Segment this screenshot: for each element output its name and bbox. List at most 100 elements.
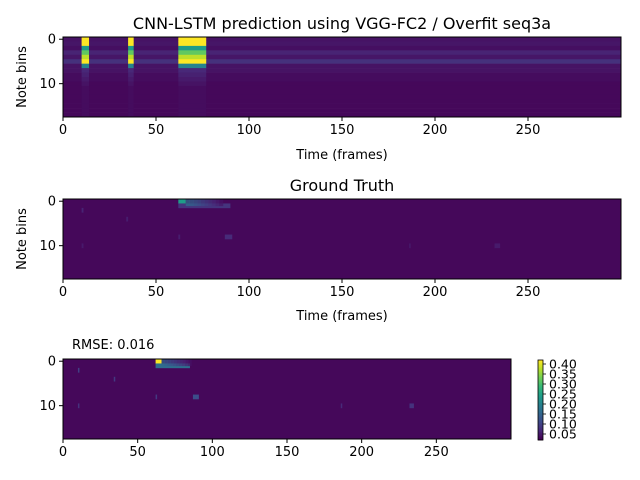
- note-tail: [193, 199, 198, 207]
- activation-cell: [178, 45, 207, 51]
- colorbar-step: [538, 428, 543, 430]
- ground-truth-title: Ground Truth: [290, 176, 395, 195]
- note-cell: [77, 403, 80, 409]
- y-tick-label: 10: [39, 399, 56, 414]
- note-cell: [178, 234, 181, 240]
- colorbar-step: [538, 400, 543, 402]
- y-tick-label: 0: [48, 355, 56, 370]
- note-tail: [188, 359, 192, 367]
- x-tick-label: 0: [59, 285, 67, 300]
- colorbar-step: [538, 397, 543, 400]
- colorbar-step: [538, 384, 543, 386]
- note-cell: [126, 216, 129, 222]
- activation-cell: [128, 90, 134, 96]
- colorbar-tick-label: 0.40: [549, 357, 577, 372]
- note-cell: [224, 234, 233, 240]
- note-tail: [208, 199, 213, 207]
- activation-cell: [81, 54, 90, 60]
- note-cell: [81, 207, 84, 213]
- colorbar-step: [538, 420, 543, 422]
- colorbar-step: [538, 413, 543, 416]
- heatmap-row: [63, 81, 621, 87]
- note-tail: [173, 359, 177, 367]
- y-tick-label: 0: [48, 195, 56, 210]
- activation-cell: [178, 50, 207, 56]
- note-tail: [179, 359, 183, 367]
- colorbar-step: [538, 365, 543, 368]
- activation-cell: [128, 94, 134, 100]
- colorbar-step: [538, 389, 543, 392]
- colorbar-step: [538, 370, 543, 373]
- heatmap-row: [63, 112, 621, 118]
- colorbar-step: [538, 409, 543, 412]
- colorbar-step: [538, 372, 543, 374]
- activation-cell: [128, 45, 134, 51]
- activation-cell: [128, 99, 134, 104]
- x-tick-label: 50: [148, 123, 165, 138]
- note-tail: [196, 199, 201, 207]
- colorbar-tick-label: 0.20: [549, 397, 577, 412]
- colorbar-step: [538, 390, 543, 393]
- colorbar-frame: [537, 359, 544, 441]
- colorbar-step: [538, 362, 543, 365]
- activation-cell: [178, 41, 207, 47]
- activation-cell: [178, 72, 207, 78]
- x-tick-label: 150: [275, 445, 300, 460]
- ground-truth-heatmap: [63, 199, 621, 279]
- colorbar: 0.050.100.150.200.250.300.350.40: [537, 357, 577, 442]
- colorbar-step: [538, 405, 543, 408]
- colorbar-step: [538, 437, 543, 440]
- colorbar-step: [538, 414, 543, 417]
- note-tail: [219, 199, 224, 207]
- heatmap-row: [63, 54, 621, 60]
- colorbar-step: [538, 406, 543, 409]
- heatmap-row: [63, 68, 621, 73]
- heatmap-row: [63, 41, 621, 47]
- colorbar-step: [538, 364, 543, 366]
- activation-cell: [128, 108, 134, 113]
- colorbar-step: [538, 368, 543, 370]
- y-tick-label: 10: [39, 239, 56, 254]
- note-tail: [211, 199, 216, 207]
- colorbar-step: [538, 380, 543, 382]
- note-tail: [185, 359, 189, 367]
- activation-cell: [178, 59, 207, 64]
- activation-cell: [128, 41, 134, 47]
- note-cell: [409, 403, 414, 409]
- activation-cell: [81, 37, 90, 42]
- x-tick-label: 100: [200, 445, 225, 460]
- colorbar-step: [538, 386, 543, 389]
- activation-cell: [81, 72, 90, 78]
- colorbar-step: [538, 412, 543, 414]
- prediction-axes: 0 50 100 150 200 250 0 10: [39, 33, 540, 138]
- colorbar-tick-label: 0.15: [549, 407, 577, 422]
- colorbar-step: [538, 376, 543, 378]
- activation-cell: [81, 81, 90, 87]
- note-tail: [161, 359, 165, 367]
- colorbar-step: [538, 422, 543, 425]
- activation-cell: [81, 85, 90, 91]
- colorbar-step: [538, 366, 543, 369]
- colorbar-step: [538, 433, 543, 436]
- activation-cell: [178, 99, 207, 104]
- x-tick-label: 100: [237, 123, 262, 138]
- note-tail: [170, 359, 174, 367]
- note-tail: [167, 359, 171, 367]
- colorbar-step: [538, 396, 543, 398]
- activation-cell: [81, 45, 90, 51]
- activation-cell: [128, 68, 134, 73]
- note-tail: [204, 199, 209, 207]
- note-cell: [81, 243, 84, 249]
- activation-cell: [128, 81, 134, 87]
- activation-cell: [81, 90, 90, 96]
- activation-cell: [128, 54, 134, 60]
- activation-cell: [81, 108, 90, 113]
- colorbar-step: [538, 430, 543, 433]
- activation-cell: [81, 103, 90, 109]
- heatmap-row: [63, 94, 621, 100]
- x-tick-label: 250: [424, 445, 449, 460]
- heatmap-row: [63, 108, 621, 113]
- prediction-panel: CNN-LSTM prediction using VGG-FC2 / Over…: [15, 14, 622, 163]
- colorbar-tick-label: 0.35: [549, 367, 577, 382]
